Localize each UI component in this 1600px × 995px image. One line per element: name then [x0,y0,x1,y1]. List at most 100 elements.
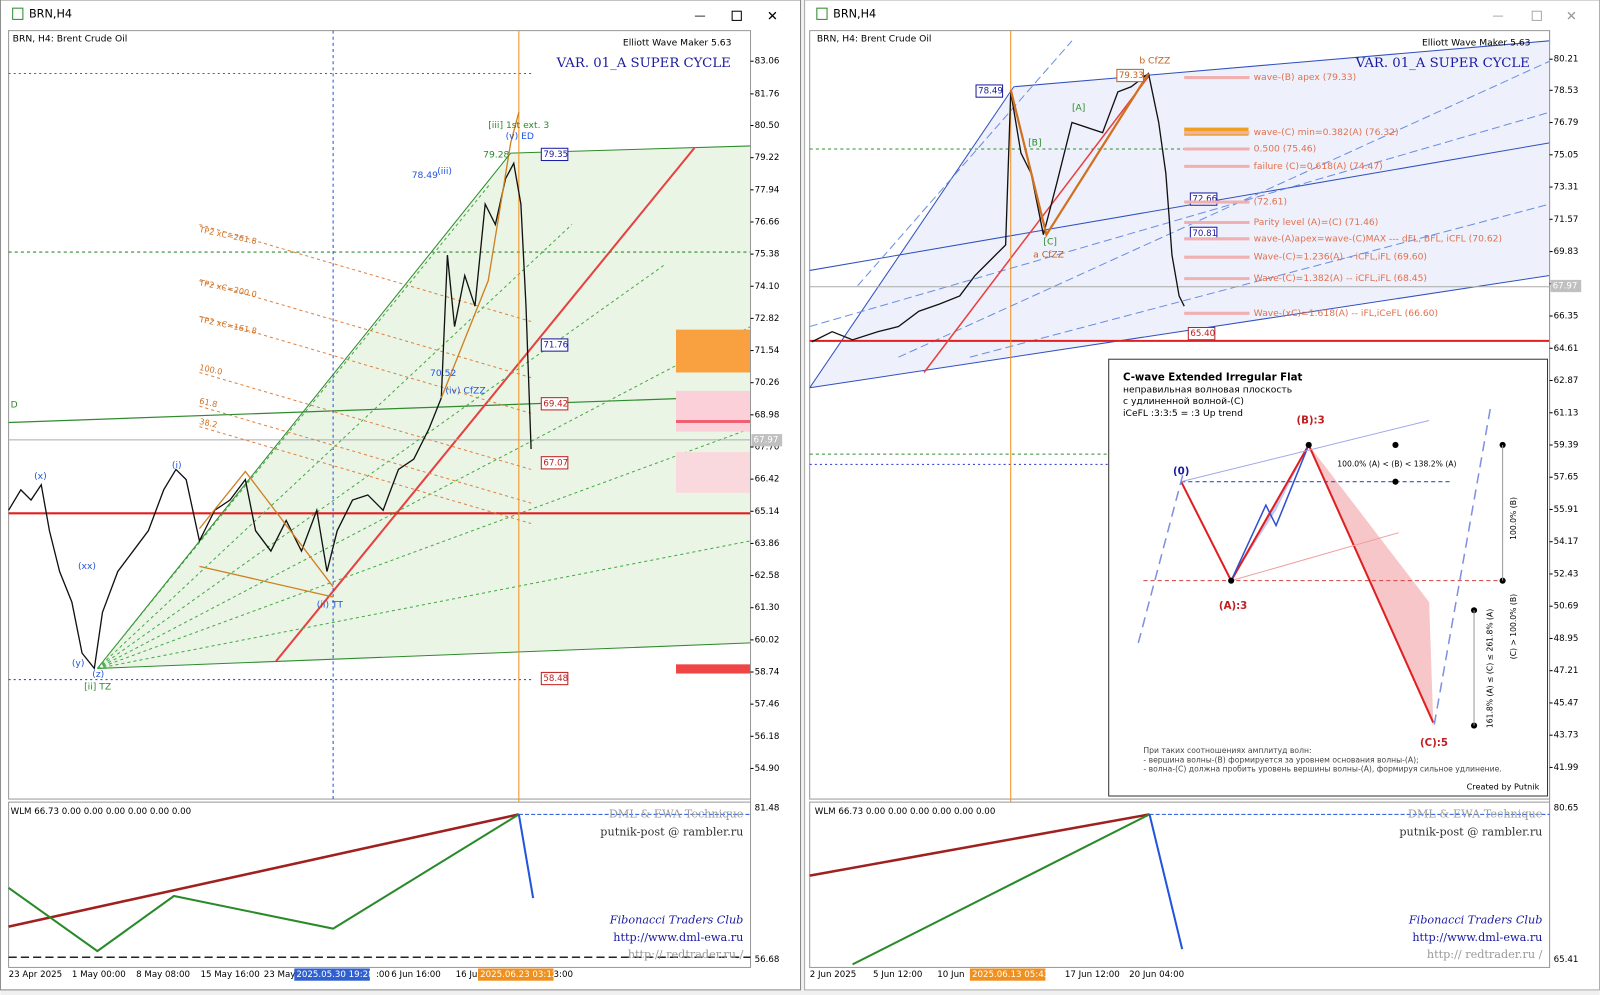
diagram-line [1231,532,1399,582]
wlm-line [8,813,520,953]
y-tick-label: 64.61 [1554,344,1579,354]
maximize[interactable] [731,10,742,21]
y-tick-label: 72.82 [755,314,780,324]
credit: http:// redtrader.ru / [1427,948,1543,961]
minimize[interactable]: — [694,9,705,22]
wave-label: a CfZZ [1033,250,1064,261]
heading: VAR. 01_A SUPER CYCLE [1355,56,1530,71]
wave-label: (xx) [78,561,96,572]
diagram-line [1181,419,1430,483]
price-box: 78.49 [978,87,1003,97]
price-box-bg [540,397,569,411]
close[interactable]: ✕ [1566,9,1577,24]
wave-label: 78.49 [412,170,438,181]
fib-label: 61.8 [198,396,218,410]
target-label: wave-(B) apex (79.33) [1254,72,1357,83]
x-tick-label: 2025.06.13 05:43 [972,970,1049,980]
note: - волна-(C) должна пробить уровень верши… [1143,764,1501,773]
price-box: 79.33 [1119,71,1144,81]
wave-point: (A):3 [1219,601,1247,612]
y-tick-label: 52.43 [1554,569,1579,579]
y-tick-label: 65.14 [755,507,780,517]
price-box-bg [1187,326,1216,341]
channel-line [96,152,512,669]
fib-label: 100.0 [198,362,223,377]
wave-label: (ii) TT [317,600,344,611]
wave-label: (i) [172,460,182,471]
x-tick-label: 23 May [264,970,296,980]
sub-axis-label: 81.48 [755,804,780,814]
y-tick-label: 59.39 [1554,440,1579,450]
note: При таких соотношениях амплитуд волн: [1143,746,1311,755]
wave-label: [C] [1043,236,1057,247]
y-tick-label: 71.54 [755,346,780,356]
x-tick-label: 20 Jun 04:00 [1129,970,1184,980]
ratio-label: (C) > 100.0% (B) [1509,594,1518,659]
x-tick-label: 15 May 16:00 [200,970,259,980]
x-tick-label: 8 May 08:00 [136,970,190,980]
fib-fan [96,183,751,669]
channels [809,40,1550,389]
maximize[interactable] [1531,10,1542,21]
y-tick-label: 47.21 [1554,666,1579,676]
wave-lines [198,112,520,598]
price-box: 69.42 [543,399,568,409]
x-tick-label: 2025.06.23 03:12 [480,970,557,980]
y-tick-label: 70.26 [755,378,780,388]
y-tick-label: 54.17 [1554,537,1579,547]
channel-fill [809,40,1550,388]
current-price: 67.97 [754,436,779,446]
y-tick-label: 62.58 [755,571,780,581]
x-tick-label: 10 Jun [937,970,964,980]
info-box [1108,358,1549,797]
sub-axis-label: 80.65 [1554,804,1579,814]
credit: Fibonacci Traders Club [1408,914,1543,927]
window-title: BRN,H4 [833,7,876,20]
y-tick-label: 75.05 [1554,150,1579,160]
trend-line [8,395,751,424]
x-tick-label: 3:00 [554,970,573,980]
credit: http://www.dml-ewa.ru [1412,931,1542,944]
price-box: 70.81 [1192,229,1217,239]
sub-title: WLM 66.73 0.00 0.00 0.00 0.00 0.00 0.00 [815,807,996,817]
fib-lines [199,224,532,525]
target-label: (72.61) [1254,197,1287,208]
y-tick-label: 76.79 [1554,118,1579,128]
wlm-line [1148,814,1184,950]
y-tick-label: 67.70 [755,442,780,452]
y-tick-label: 71.57 [1554,215,1579,225]
wave-label: [ii] TZ [84,681,111,692]
y-tick-label: 75.38 [755,250,780,260]
y-tick-label: 43.73 [1554,731,1579,741]
price-path [8,161,532,671]
x-tick-label: :00 [376,970,390,980]
window-icon [12,7,24,20]
wave-label: [A] [1072,103,1085,114]
info-line: неправильная волновая плоскость [1123,384,1292,395]
wlm-line [809,813,1150,877]
channel-line [97,642,751,669]
left-window: — ✕ [0,0,802,991]
minimize[interactable]: — [1492,9,1503,22]
info-line: iCeFL :3:3:5 = :3 Up trend [1123,408,1243,419]
price-box-bg [540,338,569,352]
x-tick-label: 16 Jun [456,970,483,980]
current-price-bg [751,434,783,447]
time-highlight [969,968,1046,981]
heading: VAR. 01_A SUPER CYCLE [556,56,731,71]
time-highlight [478,968,554,981]
y-tick-label: 55.91 [1554,505,1579,515]
trend-line [275,147,696,662]
target-label: 0.500 (75.46) [1254,143,1317,154]
y-tick-label: 66.35 [1554,312,1579,322]
diagram-wave [1230,444,1310,581]
close[interactable]: ✕ [767,9,778,24]
wave-label: (x) [34,471,47,482]
y-tick-label: 57.65 [1554,473,1579,483]
wave-label: (z) [92,669,104,680]
note: - вершина волны-(B) формируется за уровн… [1143,755,1418,764]
credit: Fibonacci Traders Club [609,914,744,927]
wave-label: [B] [1028,137,1041,148]
